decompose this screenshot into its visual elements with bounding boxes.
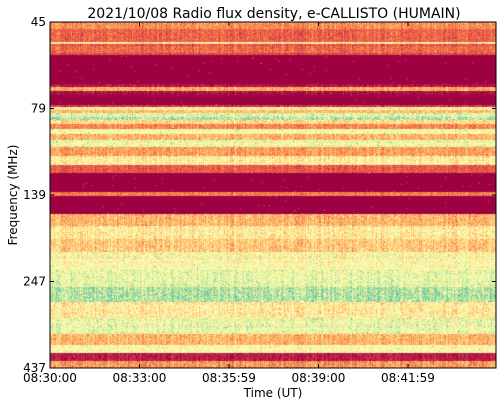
x-axis-label: Time (UT) (243, 386, 303, 400)
y-tick-label: 79 (31, 102, 46, 116)
y-tick-label: 139 (23, 188, 46, 202)
x-tick-label: 08:41:59 (381, 371, 435, 385)
spectrogram-heatmap (50, 22, 496, 368)
y-tick-label: 247 (23, 275, 46, 289)
x-tick-label: 08:33:00 (113, 371, 167, 385)
x-tick-label: 08:39:00 (292, 371, 346, 385)
chart-title: 2021/10/08 Radio flux density, e-CALLIST… (87, 6, 460, 22)
y-axis-ticks: 45 79 139 247 437 (23, 15, 496, 375)
x-axis-ticks: 08:30:00 08:33:00 08:35:59 08:39:00 08:41:59 (23, 22, 435, 385)
plot-area (50, 22, 496, 368)
x-tick-label: 08:30:00 (23, 371, 77, 385)
y-axis-label: Frequency (MHz) (6, 145, 20, 246)
y-tick-label: 45 (31, 15, 46, 29)
y-tick-label: 437 (23, 361, 46, 375)
x-tick-label: 08:35:59 (202, 371, 256, 385)
